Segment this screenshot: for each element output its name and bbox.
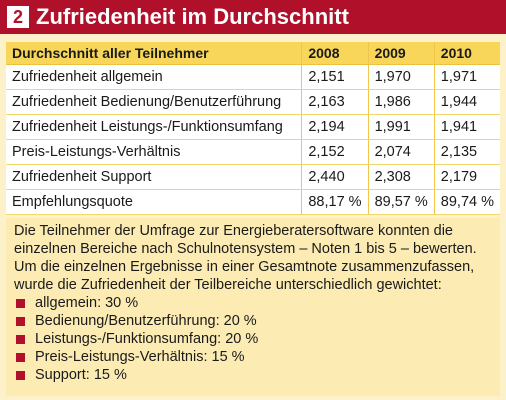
weight-label: allgemein: 30 % — [35, 295, 139, 311]
weight-label: Leistungs-/Funktionsumfang: 20 % — [35, 331, 259, 347]
cell-2009: 89,57 % — [367, 189, 435, 215]
cell-2009: 1,970 — [367, 64, 435, 90]
column-header-2009: 2009 — [367, 42, 435, 65]
list-item: Leistungs-/Funktionsumfang: 20 % — [14, 330, 490, 348]
column-header-2010: 2010 — [433, 42, 500, 65]
square-bullet-icon — [16, 352, 25, 362]
weights-list: allgemein: 30 % Bedienung/Benutzerführun… — [14, 294, 490, 384]
table-row: Zufriedenheit Leistungs-/Funktionsumfang… — [6, 114, 500, 140]
cell-2010: 2,135 — [433, 139, 500, 165]
note-paragraph: Die Teilnehmer der Umfrage zur Energiebe… — [14, 223, 477, 293]
square-bullet-icon — [16, 298, 25, 308]
cell-2008: 2,151 — [301, 64, 369, 90]
weight-label: Preis-Leistungs-Verhältnis: 15 % — [35, 349, 245, 365]
row-label: Zufriedenheit Support — [6, 164, 302, 190]
weight-label: Support: 15 % — [35, 367, 127, 383]
row-label: Zufriedenheit allgemein — [6, 64, 302, 90]
method-note: Die Teilnehmer der Umfrage zur Energiebe… — [6, 218, 500, 396]
satisfaction-table: Durchschnitt aller Teilnehmer 2008 2009 … — [6, 42, 500, 215]
column-header-2008: 2008 — [301, 42, 369, 65]
cell-2009: 1,986 — [367, 89, 435, 115]
cell-2008: 2,440 — [301, 164, 369, 190]
cell-2008: 88,17 % — [301, 189, 369, 215]
cell-2009: 1,991 — [367, 114, 435, 140]
table-row: Preis-Leistungs-Verhältnis 2,152 2,074 2… — [6, 139, 500, 165]
list-item: Bedienung/Benutzerführung: 20 % — [14, 312, 490, 330]
table-row: Zufriedenheit allgemein 2,151 1,970 1,97… — [6, 64, 500, 90]
cell-2010: 1,941 — [433, 114, 500, 140]
title-bar: 2 Zufriedenheit im Durchschnitt — [0, 0, 506, 34]
table-row: Empfehlungsquote 88,17 % 89,57 % 89,74 % — [6, 189, 500, 215]
list-item: Preis-Leistungs-Verhältnis: 15 % — [14, 348, 490, 366]
row-label: Zufriedenheit Leistungs-/Funktionsumfang — [6, 114, 302, 140]
cell-2009: 2,074 — [367, 139, 435, 165]
row-label: Preis-Leistungs-Verhältnis — [6, 139, 302, 165]
square-bullet-icon — [16, 334, 25, 344]
row-label: Zufriedenheit Bedienung/Benutzerführung — [6, 89, 302, 115]
square-bullet-icon — [16, 316, 25, 326]
cell-2009: 2,308 — [367, 164, 435, 190]
cell-2010: 2,179 — [433, 164, 500, 190]
box-number-badge: 2 — [7, 6, 29, 28]
list-item: Support: 15 % — [14, 366, 490, 384]
cell-2010: 1,971 — [433, 64, 500, 90]
square-bullet-icon — [16, 370, 25, 380]
cell-2008: 2,152 — [301, 139, 369, 165]
table-header-row: Durchschnitt aller Teilnehmer 2008 2009 … — [6, 42, 500, 65]
table-row: Zufriedenheit Bedienung/Benutzerführung … — [6, 89, 500, 115]
cell-2008: 2,163 — [301, 89, 369, 115]
column-header-participants: Durchschnitt aller Teilnehmer — [6, 42, 302, 65]
cell-2010: 1,944 — [433, 89, 500, 115]
cell-2010: 89,74 % — [433, 189, 500, 215]
list-item: allgemein: 30 % — [14, 294, 490, 312]
weight-label: Bedienung/Benutzerführung: 20 % — [35, 313, 257, 329]
table-row: Zufriedenheit Support 2,440 2,308 2,179 — [6, 164, 500, 190]
cell-2008: 2,194 — [301, 114, 369, 140]
row-label: Empfehlungsquote — [6, 189, 302, 215]
box-title: Zufriedenheit im Durchschnitt — [36, 4, 349, 29]
